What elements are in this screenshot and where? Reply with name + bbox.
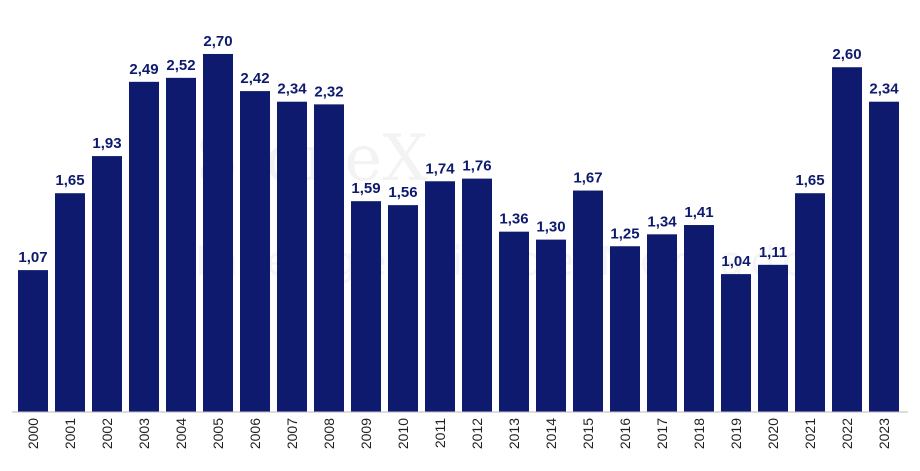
x-tick-2015: 2015 — [580, 418, 596, 449]
x-tick-2008: 2008 — [321, 418, 337, 449]
x-tick-2000: 2000 — [25, 418, 41, 449]
x-tick-2018: 2018 — [691, 418, 707, 449]
value-label-2017: 1,34 — [647, 213, 677, 230]
x-tick-2005: 2005 — [210, 418, 226, 449]
bar-2003 — [129, 81, 159, 413]
value-label-2000: 1,07 — [18, 249, 47, 266]
value-label-2013: 1,36 — [499, 211, 528, 228]
bar-2009 — [351, 201, 381, 412]
value-label-2005: 2,70 — [203, 33, 232, 50]
value-labels-group: 1,07 1,65 1,93 2,49 2,52 2,70 2,42 2,34 2,32 1,59… — [18, 33, 899, 270]
x-tick-2006: 2006 — [247, 418, 263, 449]
x-tick-2014: 2014 — [543, 418, 559, 449]
value-label-2006: 2,42 — [240, 70, 269, 87]
x-tick-2019: 2019 — [728, 418, 744, 449]
x-tick-2003: 2003 — [136, 418, 152, 449]
x-tick-2017: 2017 — [654, 418, 670, 449]
bar-2011 — [425, 181, 455, 412]
bar-2023 — [869, 101, 899, 412]
bar-2020 — [758, 264, 788, 412]
bar-2014 — [536, 239, 566, 412]
value-label-2008: 2,32 — [314, 83, 343, 100]
bar-2007 — [277, 101, 307, 412]
value-label-2019: 1,04 — [721, 253, 751, 270]
x-tick-2009: 2009 — [358, 418, 374, 449]
value-label-2023: 2,34 — [869, 81, 899, 98]
bar-2006 — [240, 91, 270, 412]
bar-2015 — [573, 190, 603, 412]
bar-2016 — [610, 246, 640, 412]
value-label-2009: 1,59 — [351, 180, 380, 197]
bar-2000 — [18, 270, 48, 412]
bar-2021 — [795, 193, 825, 412]
bar-2018 — [684, 225, 714, 412]
value-label-2020: 1,11 — [759, 244, 787, 261]
value-label-2011: 1,74 — [425, 160, 455, 177]
x-axis-ticks-group: 2000 2001 2002 2003 2004 2005 2006 2007 2008 2009… — [25, 418, 892, 449]
bar-2022 — [832, 67, 862, 413]
value-label-2014: 1,30 — [536, 219, 565, 236]
value-label-2021: 1,65 — [795, 172, 824, 189]
value-label-2010: 1,56 — [388, 184, 417, 201]
x-tick-2012: 2012 — [469, 418, 485, 449]
value-label-2001: 1,65 — [55, 172, 84, 189]
value-label-2018: 1,41 — [684, 204, 713, 221]
x-tick-2001: 2001 — [62, 418, 78, 449]
bar-2002 — [92, 156, 122, 412]
watermark: StoneX Inteligência de Mercado — [195, 122, 428, 196]
bar-2008 — [314, 104, 344, 413]
value-label-2002: 1,93 — [92, 135, 121, 152]
value-label-2022: 2,60 — [832, 46, 861, 63]
x-tick-2023: 2023 — [876, 418, 892, 449]
x-tick-2022: 2022 — [839, 418, 855, 449]
watermark-logo: StoneX — [195, 122, 428, 196]
x-tick-2013: 2013 — [506, 418, 522, 449]
bar-2010 — [388, 205, 418, 412]
x-tick-2002: 2002 — [99, 418, 115, 449]
x-tick-2016: 2016 — [617, 418, 633, 449]
bar-2017 — [647, 234, 677, 412]
value-label-2007: 2,34 — [277, 81, 307, 98]
x-tick-2011: 2011 — [432, 418, 448, 448]
value-label-2003: 2,49 — [129, 61, 158, 78]
bar-2019 — [721, 274, 751, 412]
x-tick-2007: 2007 — [284, 418, 300, 449]
x-tick-2010: 2010 — [395, 418, 411, 449]
bar-2004 — [166, 77, 196, 413]
value-label-2016: 1,25 — [610, 225, 639, 242]
x-tick-2021: 2021 — [802, 418, 818, 449]
x-tick-2004: 2004 — [173, 418, 189, 449]
bar-2005 — [203, 53, 233, 412]
bar-2013 — [499, 231, 529, 412]
bar-2001 — [55, 193, 85, 412]
bar-2012 — [462, 178, 492, 412]
value-label-2004: 2,52 — [166, 57, 195, 74]
value-label-2015: 1,67 — [573, 170, 602, 187]
value-label-2012: 1,76 — [462, 158, 491, 175]
bars-group — [18, 53, 899, 413]
x-tick-2020: 2020 — [765, 418, 781, 449]
